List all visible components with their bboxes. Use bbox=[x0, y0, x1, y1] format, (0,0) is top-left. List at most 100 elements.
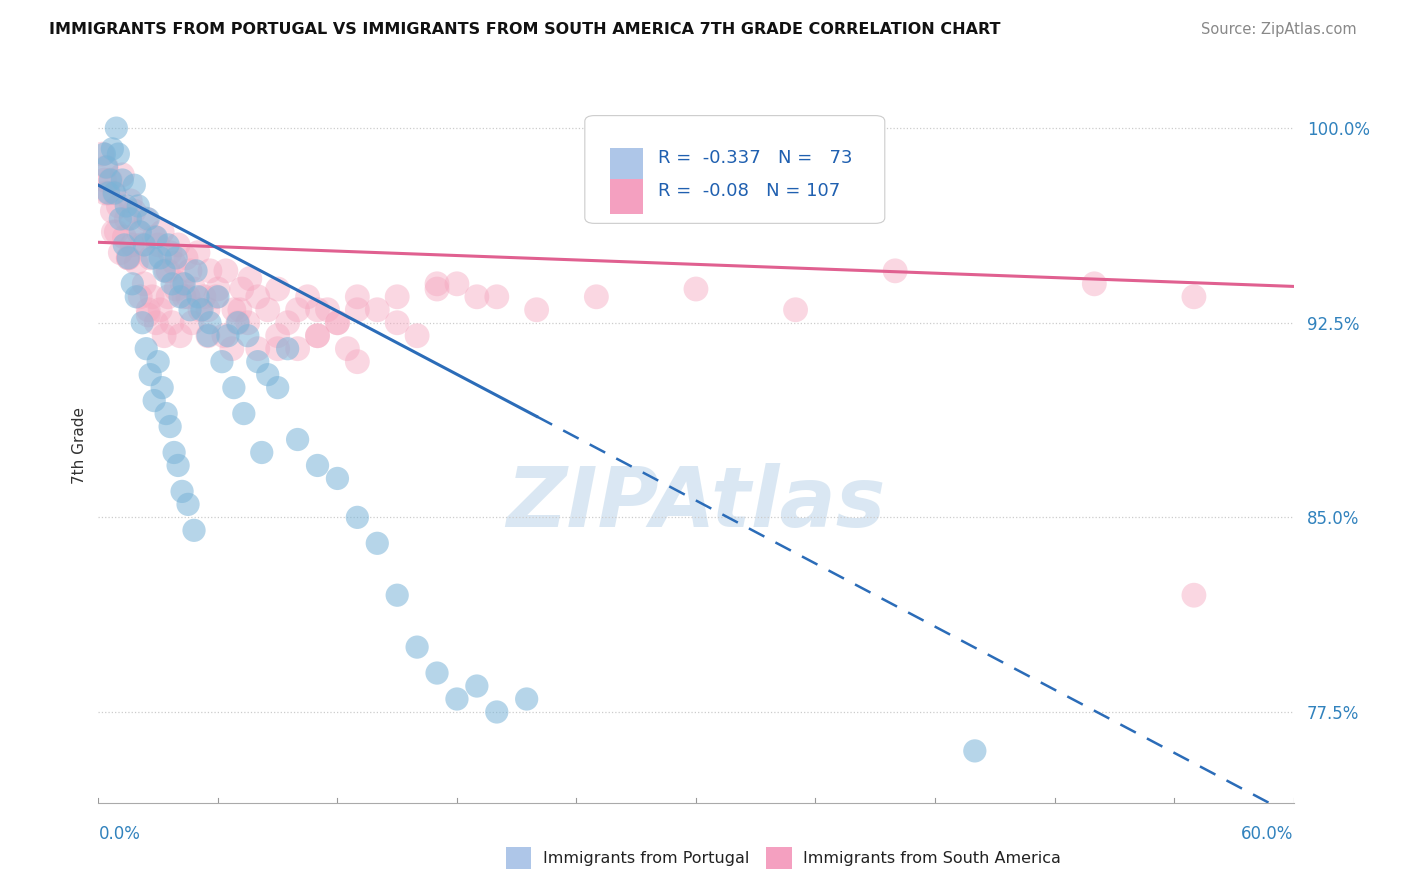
Point bbox=[187, 290, 209, 304]
Point bbox=[107, 199, 129, 213]
Point bbox=[172, 484, 194, 499]
Point bbox=[246, 290, 269, 304]
Text: IMMIGRANTS FROM PORTUGAL VS IMMIGRANTS FROM SOUTH AMERICA 7TH GRADE CORRELATION : IMMIGRANTS FROM PORTUGAL VS IMMIGRANTS F… bbox=[49, 22, 1001, 37]
Point bbox=[785, 302, 807, 317]
Point bbox=[131, 316, 153, 330]
Point bbox=[125, 256, 148, 270]
Point bbox=[101, 142, 124, 156]
Point bbox=[91, 147, 114, 161]
Point bbox=[307, 328, 329, 343]
Point bbox=[160, 277, 183, 291]
Point bbox=[98, 173, 122, 187]
Point bbox=[277, 316, 299, 330]
Point bbox=[129, 290, 152, 304]
Point bbox=[232, 407, 254, 421]
Point bbox=[884, 264, 907, 278]
Point bbox=[127, 225, 149, 239]
Point bbox=[125, 290, 148, 304]
Point bbox=[93, 147, 115, 161]
Point bbox=[485, 290, 508, 304]
Point bbox=[174, 251, 197, 265]
Point bbox=[465, 290, 488, 304]
Point bbox=[165, 251, 187, 265]
Point bbox=[141, 290, 163, 304]
Point bbox=[179, 264, 201, 278]
Point bbox=[287, 342, 309, 356]
Point bbox=[346, 354, 368, 368]
Point bbox=[117, 251, 139, 265]
Point bbox=[246, 342, 269, 356]
Point bbox=[169, 328, 191, 343]
Point bbox=[115, 211, 138, 226]
Point bbox=[131, 238, 153, 252]
Point bbox=[246, 354, 269, 368]
Point bbox=[236, 316, 259, 330]
Point bbox=[148, 354, 170, 368]
Point bbox=[183, 282, 205, 296]
Point bbox=[103, 186, 125, 200]
Point bbox=[93, 173, 115, 187]
Point bbox=[145, 230, 167, 244]
Point bbox=[97, 186, 120, 200]
Point bbox=[197, 328, 219, 343]
Point bbox=[98, 173, 122, 187]
Point bbox=[135, 211, 157, 226]
Point bbox=[197, 328, 219, 343]
Point bbox=[277, 342, 299, 356]
Point bbox=[120, 211, 142, 226]
Point bbox=[136, 308, 159, 322]
Point bbox=[96, 160, 118, 174]
Point bbox=[96, 160, 118, 174]
Point bbox=[385, 588, 409, 602]
Point bbox=[157, 264, 180, 278]
Point bbox=[406, 640, 429, 654]
Point bbox=[205, 290, 228, 304]
Point bbox=[188, 302, 211, 317]
Point bbox=[124, 204, 146, 219]
Point bbox=[207, 282, 229, 296]
Point bbox=[585, 290, 607, 304]
Point bbox=[117, 251, 139, 265]
Point bbox=[112, 238, 135, 252]
Point bbox=[121, 277, 143, 291]
Point bbox=[169, 290, 191, 304]
Point bbox=[157, 238, 180, 252]
Point bbox=[141, 251, 163, 265]
Point bbox=[685, 282, 707, 296]
Point bbox=[212, 328, 235, 343]
Point bbox=[183, 524, 205, 538]
Point bbox=[101, 204, 124, 219]
Point bbox=[105, 121, 128, 136]
Point bbox=[1182, 588, 1205, 602]
Point bbox=[231, 282, 253, 296]
Point bbox=[167, 458, 190, 473]
Point bbox=[256, 368, 278, 382]
Point bbox=[516, 692, 538, 706]
Point bbox=[426, 666, 449, 681]
Point bbox=[160, 316, 183, 330]
Point bbox=[149, 251, 172, 265]
Point bbox=[173, 277, 195, 291]
Point bbox=[297, 290, 319, 304]
Point bbox=[177, 290, 200, 304]
Point bbox=[1182, 290, 1205, 304]
Point bbox=[159, 245, 181, 260]
Point bbox=[366, 536, 388, 550]
Text: ZIPAtlas: ZIPAtlas bbox=[506, 463, 886, 543]
Point bbox=[111, 173, 134, 187]
Point bbox=[115, 199, 138, 213]
Point bbox=[307, 458, 329, 473]
Point bbox=[426, 282, 449, 296]
Point bbox=[134, 238, 156, 252]
Point bbox=[267, 381, 290, 395]
Point bbox=[250, 445, 273, 459]
Point bbox=[336, 342, 359, 356]
Point bbox=[385, 290, 409, 304]
Point bbox=[307, 302, 329, 317]
Point bbox=[346, 510, 368, 524]
Point bbox=[267, 282, 290, 296]
Point bbox=[145, 316, 167, 330]
Point bbox=[406, 328, 429, 343]
Point bbox=[136, 211, 159, 226]
Point bbox=[103, 186, 125, 200]
